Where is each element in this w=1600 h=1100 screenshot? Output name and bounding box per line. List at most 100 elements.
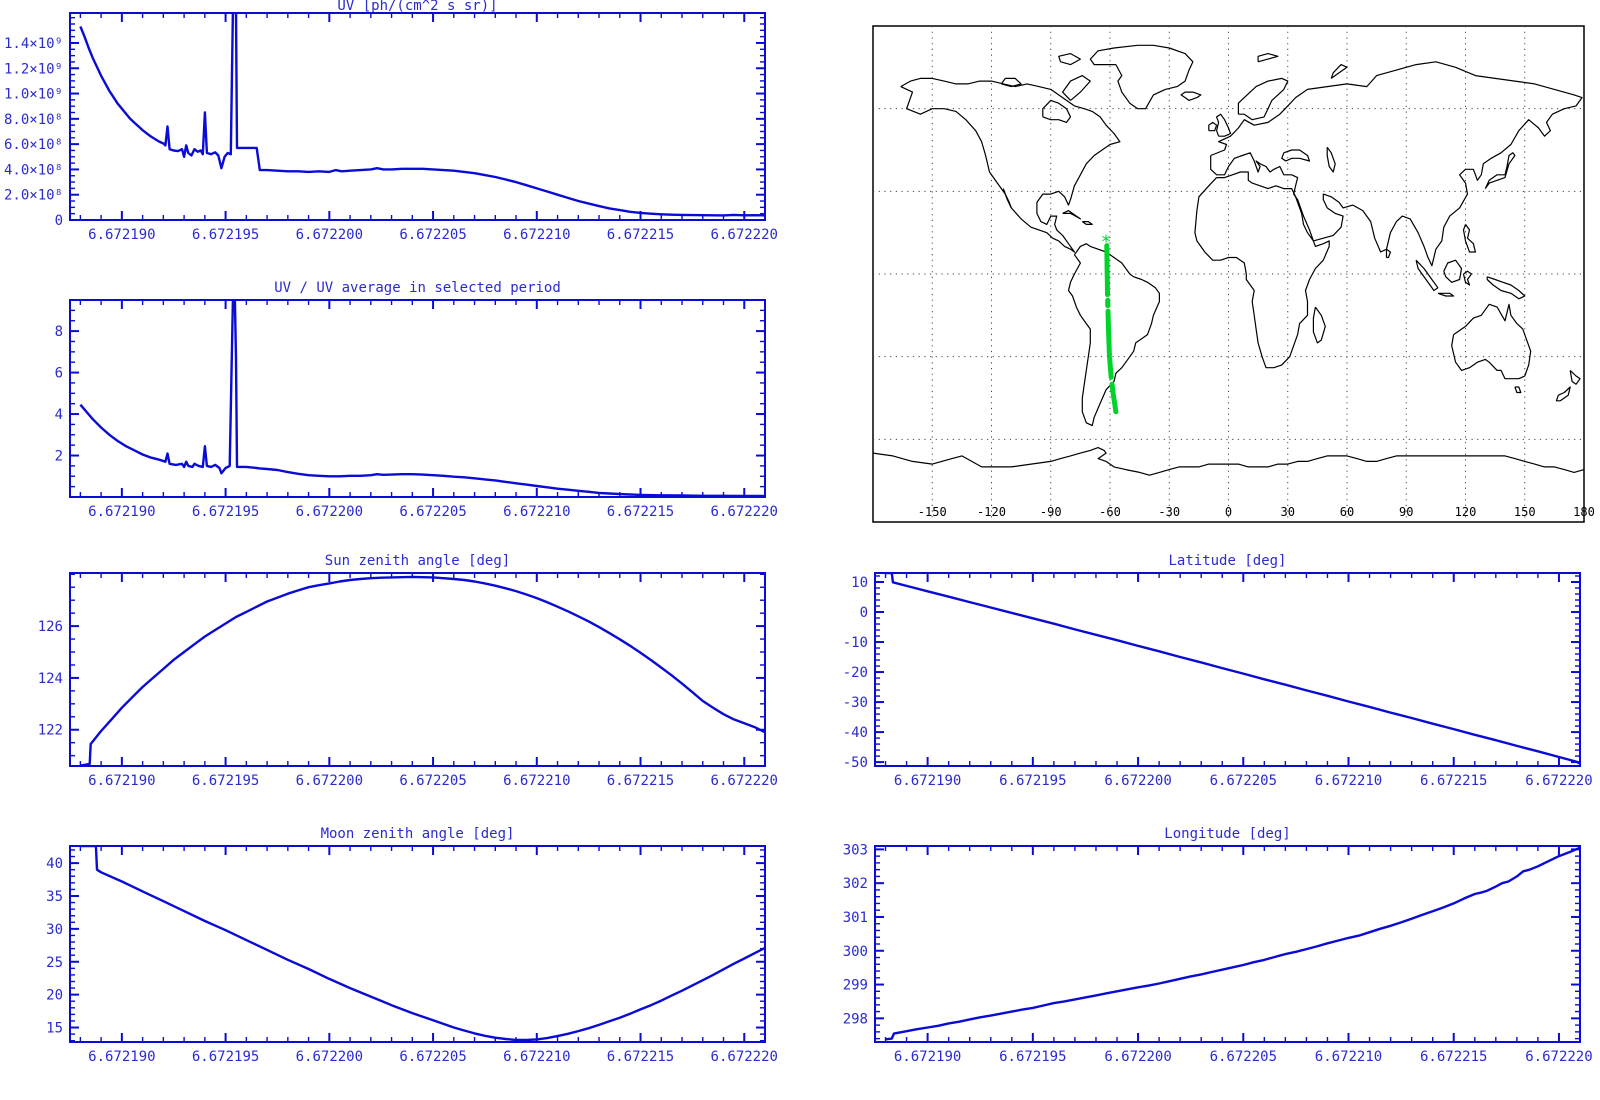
map-lon-label: 150 (1514, 505, 1536, 519)
x-tick-label: 6.672205 (399, 504, 466, 520)
longitude-chart: Longitude [deg] 6.672190 6.672195 6.672200… (800, 808, 1593, 1068)
y-tick-label: 25 (46, 955, 63, 971)
plot-frame (69, 572, 766, 767)
world-map: * -150 -120 -90 -60 -30 0 30 60 90 120 150 180 (866, 20, 1595, 528)
x-tick-label: 6.672210 (503, 227, 570, 243)
uv-series-line (79, 13, 765, 217)
moon-zenith-chart: Moon zenith angle [deg] 6.672190 6.672195… (0, 808, 790, 1068)
x-tick-label: 6.672205 (1210, 1049, 1277, 1065)
chart-title: Latitude [deg] (1168, 553, 1287, 569)
y-tick-label: 303 (843, 842, 868, 858)
y-tick-label: -30 (843, 695, 868, 711)
y-tick-labels: 2 4 6 8 (55, 324, 63, 464)
x-tick-label: 6.672200 (296, 504, 363, 520)
y-tick-label: -50 (843, 755, 868, 771)
map-lon-label: 0 (1225, 505, 1232, 519)
x-tick-label: 6.672205 (399, 227, 466, 243)
y-tick-label: -10 (843, 635, 868, 651)
uv-ratio-series-line (79, 300, 765, 497)
axis-ticks (70, 573, 766, 766)
x-tick-label: 6.672220 (711, 227, 778, 243)
x-tick-label: 6.672190 (88, 1049, 155, 1065)
x-tick-label: 6.672220 (711, 1049, 778, 1065)
y-tick-label: 20 (46, 988, 63, 1004)
x-tick-labels: 6.672190 6.672195 6.672200 6.672205 6.672210… (88, 773, 778, 789)
world-map-plot: * -150 -120 -90 -60 -30 0 30 60 90 120 150 180 (872, 25, 1595, 523)
plot-frame (874, 572, 1581, 767)
y-tick-label: -20 (843, 665, 868, 681)
uv-ratio-chart: UV / UV average in selected period 6.672… (0, 262, 790, 524)
y-tick-label: 2 (55, 449, 63, 465)
x-tick-labels: 6.672190 6.672195 6.672200 6.672205 6.672210… (894, 773, 1593, 789)
y-tick-label: 124 (38, 671, 63, 687)
y-tick-label: 126 (38, 619, 63, 635)
y-tick-label: 302 (843, 876, 868, 892)
axis-ticks (70, 846, 766, 1042)
x-tick-label: 6.672195 (192, 504, 259, 520)
chart-title: Longitude [deg] (1164, 826, 1291, 842)
y-tick-label: 35 (46, 889, 63, 905)
sun-zenith-series-line (80, 575, 765, 766)
x-tick-label: 6.672200 (296, 773, 363, 789)
plot-frame (69, 12, 766, 221)
latitude-series-line (885, 573, 1580, 765)
map-lon-label: 90 (1399, 505, 1413, 519)
map-lon-label: 30 (1281, 505, 1295, 519)
x-tick-label: 6.672200 (1104, 1049, 1171, 1065)
y-tick-label: 300 (843, 944, 868, 960)
x-tick-labels: 6.672190 6.672195 6.672200 6.672205 6.672210… (88, 504, 778, 520)
x-tick-label: 6.672215 (607, 773, 674, 789)
latitude-chart: Latitude [deg] 6.672190 6.672195 6.672200 6… (800, 535, 1593, 791)
x-tick-label: 6.672195 (999, 773, 1066, 789)
satellite-track (1104, 243, 1119, 415)
y-tick-label: 1.2×10⁹ (4, 61, 63, 77)
y-tick-label: 1.4×10⁹ (4, 36, 63, 52)
x-tick-label: 6.672215 (1420, 1049, 1487, 1065)
y-tick-label: 2.0×10⁸ (4, 188, 63, 204)
uv-plot: 6.672190 6.672195 6.672200 6.672205 6.672210… (4, 12, 778, 243)
x-tick-label: 6.672200 (1104, 773, 1171, 789)
map-lon-label: -30 (1158, 505, 1180, 519)
x-tick-label: 6.672220 (1525, 1049, 1592, 1065)
x-tick-label: 6.672215 (607, 504, 674, 520)
x-tick-label: 6.672190 (88, 773, 155, 789)
y-tick-label: 4 (55, 407, 63, 423)
y-tick-label: 122 (38, 723, 63, 739)
map-lon-label: -120 (977, 505, 1006, 519)
map-lon-label: 120 (1455, 505, 1477, 519)
latitude-plot: 6.672190 6.672195 6.672200 6.672205 6.672210… (843, 572, 1593, 789)
chart-title: UV / UV average in selected period (274, 280, 561, 296)
x-tick-label: 6.672190 (88, 227, 155, 243)
moon-zenith-plot: 6.672190 6.672195 6.672200 6.672205 6.672210… (46, 845, 778, 1065)
x-tick-label: 6.672190 (894, 773, 961, 789)
x-tick-label: 6.672190 (894, 1049, 961, 1065)
x-tick-label: 6.672215 (1420, 773, 1487, 789)
x-tick-label: 6.672210 (503, 773, 570, 789)
y-tick-label: 6 (55, 366, 63, 382)
x-tick-labels: 6.672190 6.672195 6.672200 6.672205 6.672210… (88, 1049, 778, 1065)
chart-title: UV [ph/(cm^2 s sr)] (337, 0, 498, 14)
x-tick-label: 6.672200 (296, 227, 363, 243)
x-tick-label: 6.672210 (503, 1049, 570, 1065)
uv-ratio-plot: 6.672190 6.672195 6.672200 6.672205 6.672210… (55, 299, 778, 520)
x-tick-label: 6.672205 (399, 773, 466, 789)
y-tick-labels: 0 2.0×10⁸ 4.0×10⁸ 6.0×10⁸ 8.0×10⁸ 1.0×10⁹ 1.2×… (4, 36, 63, 229)
x-tick-label: 6.672215 (607, 1049, 674, 1065)
x-tick-label: 6.672195 (192, 773, 259, 789)
x-tick-label: 6.672210 (1315, 773, 1382, 789)
y-tick-label: 15 (46, 1021, 63, 1037)
x-tick-labels: 6.672190 6.672195 6.672200 6.672205 6.672210… (88, 227, 778, 243)
map-coastlines (872, 44, 1585, 476)
y-tick-label: 1.0×10⁹ (4, 87, 63, 103)
axis-ticks (875, 573, 1581, 766)
map-lon-label: 60 (1340, 505, 1354, 519)
plot-frame (874, 845, 1581, 1043)
y-tick-label: 4.0×10⁸ (4, 162, 63, 178)
sun-zenith-plot: 6.672190 6.672195 6.672200 6.672205 6.672210… (38, 572, 778, 789)
axis-ticks (70, 299, 766, 498)
y-tick-labels: 298 299 300 301 302 303 (843, 842, 868, 1027)
y-tick-label: 8 (55, 324, 63, 340)
map-lon-label: -150 (918, 505, 947, 519)
x-tick-label: 6.672220 (711, 773, 778, 789)
map-lon-label: 180 (1573, 505, 1595, 519)
